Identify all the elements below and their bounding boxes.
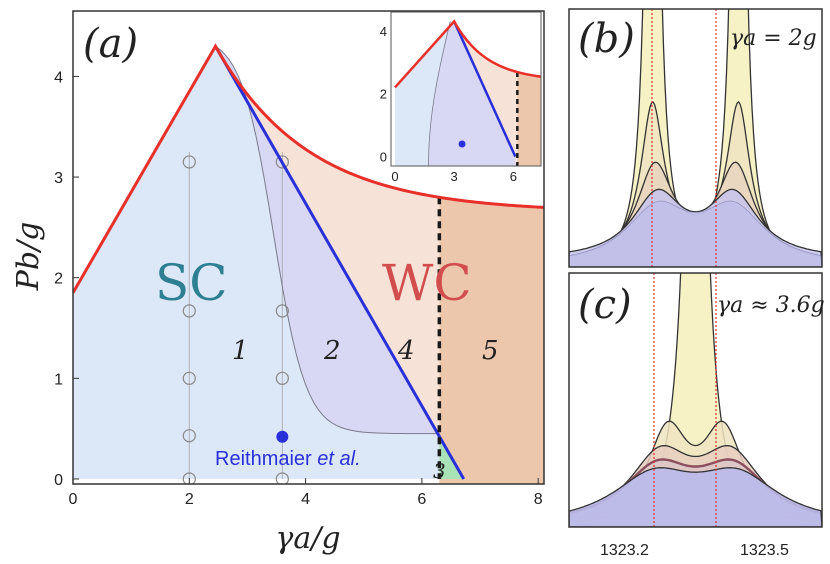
spectrum-curve — [569, 200, 822, 267]
panel-c-curves — [569, 273, 822, 527]
panel-a: (a) SC WC 1 2 4 5 3 Reithmaier et al. 0 2… — [11, 10, 545, 556]
panel-label-b: (b) — [578, 16, 635, 62]
reithmaier-point — [276, 430, 289, 443]
y-tick-label: 0 — [54, 472, 63, 489]
inset-x-tick-label: 6 — [510, 169, 517, 184]
panel-c-xtick-0: 1323.2 — [600, 542, 649, 559]
x-tick-label: 8 — [534, 491, 543, 508]
plot-frame — [72, 10, 545, 485]
sample-point — [182, 371, 196, 385]
inset-red-curve — [394, 19, 541, 89]
region-label-1: 1 — [232, 336, 249, 366]
inset: 0 3 6 0 2 4 — [380, 11, 542, 184]
x-axis-label: γa/g — [275, 521, 340, 556]
wc-label: WC — [382, 254, 472, 312]
crossover-curve — [215, 45, 440, 435]
sample-point — [275, 155, 289, 169]
inset-dot — [458, 140, 466, 148]
panel-b: (b) γa = 2g — [568, 8, 823, 268]
y-axis-ticks: 0 1 2 3 4 — [54, 69, 79, 489]
sample-point — [275, 304, 289, 318]
sample-points — [182, 155, 289, 484]
inset-y-tick-label: 2 — [380, 87, 387, 102]
panel-c-frame — [568, 272, 823, 528]
y-tick-label: 2 — [54, 271, 63, 288]
inset-x-tick-label: 0 — [391, 169, 398, 184]
inset-y-tick-label: 4 — [380, 24, 387, 39]
sample-point — [275, 371, 289, 385]
reithmaier-etal: et al. — [317, 448, 360, 470]
region-label-3: 3 — [433, 459, 446, 483]
y-tick-label: 1 — [54, 371, 63, 388]
blue-boundary-line — [214, 45, 466, 480]
x-tick-label: 0 — [69, 491, 78, 508]
inset-wc-region-5 — [517, 72, 541, 166]
sample-point — [275, 472, 289, 484]
y-tick-label: 4 — [54, 69, 63, 86]
sample-point — [182, 155, 196, 169]
region-label-2: 2 — [323, 336, 341, 366]
panel-label-c: (c) — [578, 282, 632, 328]
panel-b-param: γa = 2g — [730, 26, 817, 51]
inset-wc-region — [454, 21, 518, 166]
inset-x-tick-label: 3 — [451, 169, 458, 184]
reithmaier-name: Reithmaier — [215, 448, 312, 470]
reithmaier-label: Reithmaier et al. — [215, 448, 361, 470]
sample-point — [182, 472, 196, 484]
panel-c-xtick-1: 1323.5 — [740, 542, 789, 559]
inset-blue-line — [453, 20, 517, 158]
x-tick-label: 2 — [185, 491, 194, 508]
y-axis-label: Pb/g — [11, 222, 46, 292]
sc-label: SC — [155, 254, 228, 312]
spectrum-curve — [569, 467, 822, 527]
inset-y-ticks: 0 2 4 — [380, 24, 387, 165]
panel-b-frame — [568, 8, 823, 268]
inset-region-2 — [428, 21, 516, 166]
sample-point — [182, 304, 196, 318]
x-axis-ticks: 0 2 4 6 8 — [69, 478, 543, 508]
inset-x-ticks: 0 3 6 — [391, 169, 517, 184]
y-tick-label: 3 — [54, 170, 63, 187]
panel-c-param: γa ≈ 3.6g — [717, 293, 825, 318]
x-tick-label: 4 — [301, 491, 310, 508]
panel-c: (c) γa ≈ 3.6g 1323.2 1323.5 — [568, 272, 825, 559]
inset-y-tick-label: 0 — [380, 150, 387, 165]
region-label-4: 4 — [397, 336, 415, 366]
sample-point — [182, 429, 196, 443]
inset-crossover-curve — [428, 21, 451, 166]
panel-label-a: (a) — [83, 21, 138, 67]
inset-frame — [390, 11, 542, 167]
region-label-5: 5 — [482, 336, 499, 366]
wc-region-5 — [439, 197, 544, 484]
x-tick-label: 6 — [417, 491, 426, 508]
red-boundary-curve — [73, 43, 544, 294]
panel-b-curves — [569, 9, 822, 267]
